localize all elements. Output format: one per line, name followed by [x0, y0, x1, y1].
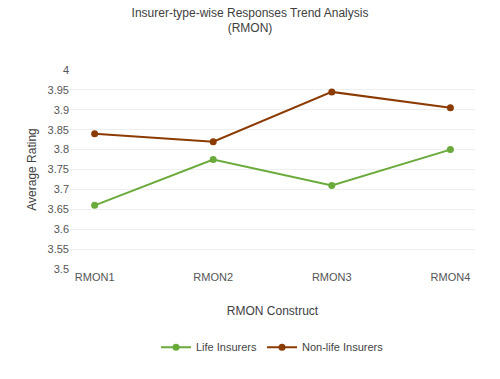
svg-text:RMON Construct: RMON Construct	[227, 304, 319, 318]
svg-text:Insurer-type-wise Responses Tr: Insurer-type-wise Responses Trend Analys…	[132, 6, 369, 36]
svg-text:RMON4: RMON4	[431, 271, 471, 283]
svg-text:3.9: 3.9	[54, 104, 69, 116]
svg-text:Life Insurers: Life Insurers	[196, 341, 257, 353]
svg-text:3.8: 3.8	[54, 143, 69, 155]
svg-text:Average Rating: Average Rating	[25, 128, 39, 211]
svg-text:Non-life Insurers: Non-life Insurers	[302, 341, 383, 353]
svg-text:3.5: 3.5	[54, 263, 69, 275]
svg-text:RMON2: RMON2	[193, 271, 233, 283]
svg-text:RMON3: RMON3	[312, 271, 352, 283]
svg-text:3.65: 3.65	[48, 203, 69, 215]
svg-text:3.55: 3.55	[48, 243, 69, 255]
svg-text:3.85: 3.85	[48, 124, 69, 136]
svg-text:3.6: 3.6	[54, 223, 69, 235]
svg-text:4: 4	[63, 64, 69, 76]
svg-text:3.95: 3.95	[48, 84, 69, 96]
svg-text:3.75: 3.75	[48, 163, 69, 175]
svg-text:3.7: 3.7	[54, 183, 69, 195]
svg-text:RMON1: RMON1	[75, 271, 115, 283]
